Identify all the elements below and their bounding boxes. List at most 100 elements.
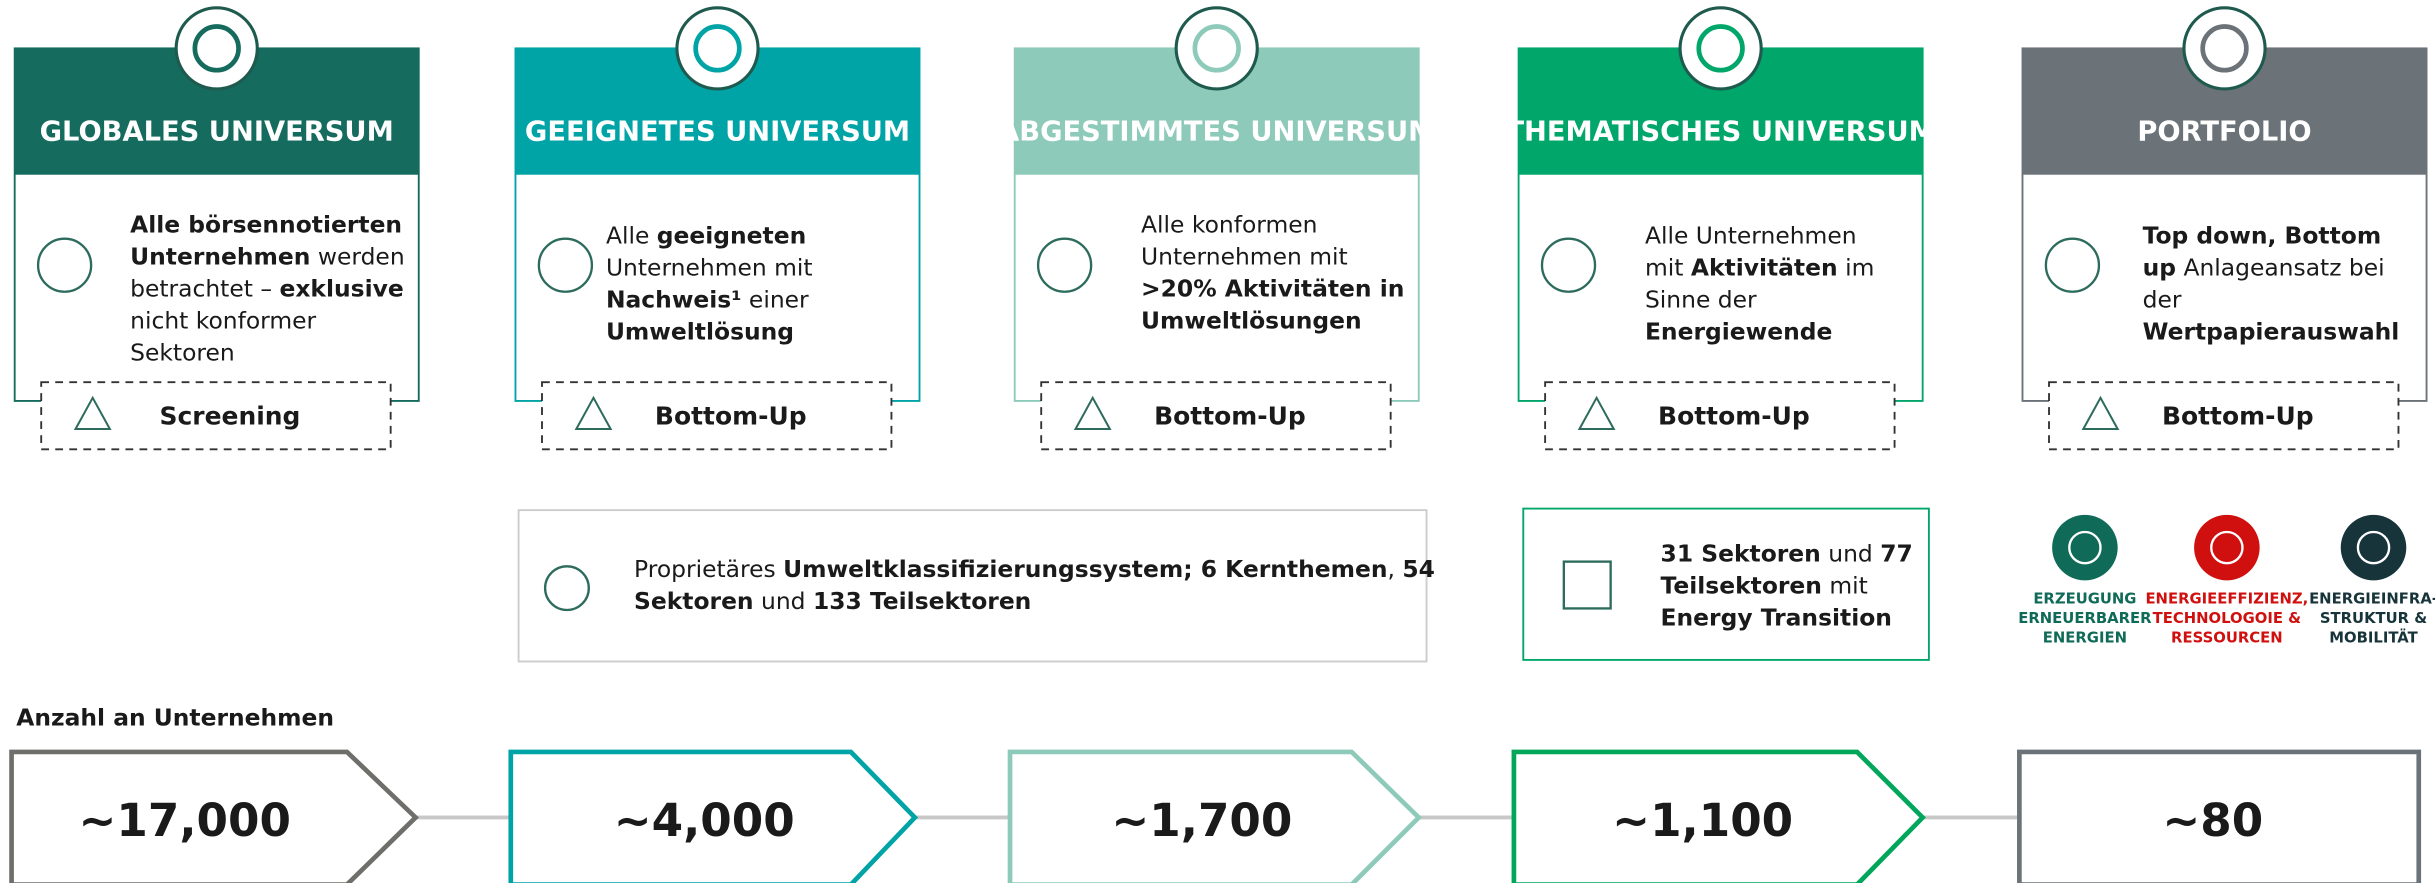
- count-value: ~4,000: [614, 794, 795, 847]
- text-line: Unternehmen werden: [130, 242, 405, 270]
- text-segment: mit: [1822, 572, 1868, 600]
- method-box: [1544, 381, 1896, 451]
- description-icon: [537, 237, 594, 293]
- card-title: ABGESTIMMTES UNIVERSUM: [998, 116, 1435, 147]
- count-shape: [2017, 749, 2422, 883]
- text-line: 31 Sektoren und 77: [1661, 540, 1913, 568]
- stage-icon-inner: [693, 24, 742, 73]
- text-segment: mit: [1645, 253, 1691, 281]
- energy-icon: [1562, 560, 1612, 610]
- theme-label: ENERGIEN: [2043, 630, 2127, 647]
- text-segment: Umweltlösungen: [1141, 306, 1362, 334]
- text-line: mit Aktivitäten im: [1645, 253, 1874, 281]
- count-value: ~1,100: [1612, 794, 1793, 847]
- description-icon: [2044, 237, 2101, 293]
- count-value: ~80: [2162, 794, 2263, 847]
- text-segment: Sektoren: [130, 338, 235, 366]
- text-line: >20% Aktivitäten in: [1141, 274, 1404, 302]
- text-segment: ,: [1388, 555, 1403, 583]
- text-segment: Wertpapierauswahl: [2143, 317, 2400, 345]
- method-label: Screening: [160, 401, 301, 430]
- stage-icon: [675, 6, 760, 91]
- text-segment: 133 Teilsektoren: [813, 587, 1031, 615]
- card-title: GEEIGNETES UNIVERSUM: [525, 116, 910, 147]
- text-segment: >20% Aktivitäten in: [1141, 274, 1404, 302]
- text-segment: Alle konformen: [1141, 210, 1317, 238]
- text-segment: Alle: [606, 221, 657, 249]
- theme-label: ENERGIEEFFIZIENZ,: [2145, 591, 2308, 608]
- energy-box: [1522, 507, 1930, 661]
- text-line: Sektoren: [130, 338, 235, 366]
- text-segment: und: [754, 587, 813, 615]
- text-segment: Alle börsennotierten: [130, 210, 402, 238]
- description-icon: [1540, 237, 1597, 293]
- text-segment: up: [2143, 253, 2176, 281]
- theme-label: MOBILITÄT: [2329, 630, 2418, 647]
- card-title: PORTFOLIO: [2137, 116, 2311, 147]
- theme-label: ERNEUERBARER: [2018, 610, 2152, 627]
- count-value: ~1,700: [1111, 794, 1292, 847]
- text-line: Alle konformen: [1141, 210, 1317, 238]
- theme-icon-inner: [2068, 530, 2102, 565]
- text-line: Umweltlösung: [606, 317, 794, 345]
- text-line: Sektoren und 133 Teilsektoren: [634, 587, 1031, 615]
- classification-icon: [543, 565, 590, 612]
- text-line: Proprietäres Umweltklassifizierungssyste…: [634, 555, 1435, 583]
- theme-icon: [2194, 514, 2260, 581]
- stage-icon: [174, 6, 259, 91]
- text-line: Nachweis¹ einer: [606, 285, 809, 313]
- method-icon: [1577, 395, 1616, 431]
- text-segment: nicht konformer: [130, 306, 316, 334]
- theme-icon: [2052, 514, 2118, 581]
- text-segment: Unternehmen: [130, 242, 310, 270]
- text-segment: Sektoren: [634, 587, 754, 615]
- theme-label: TECHNOLOGOIE &: [2153, 610, 2302, 627]
- text-segment: Umweltlösung: [606, 317, 794, 345]
- text-segment: exklusive: [279, 274, 403, 302]
- method-label: Bottom-Up: [1154, 401, 1306, 430]
- text-segment: im: [1838, 253, 1875, 281]
- text-line: Unternehmen mit: [1141, 242, 1348, 270]
- text-line: betrachtet – exklusive: [130, 274, 404, 302]
- text-segment: Sinne der: [1645, 285, 1757, 313]
- stage-icon: [1678, 6, 1763, 91]
- text-line: Wertpapierauswahl: [2143, 317, 2400, 345]
- text-segment: 31 Sektoren: [1661, 540, 1821, 568]
- method-box: [541, 381, 893, 451]
- text-line: der: [2143, 285, 2182, 313]
- theme-label: ERZEUGUNG: [2033, 591, 2136, 608]
- text-line: Alle börsennotierten: [130, 210, 402, 238]
- stage-icon-inner: [1192, 24, 1241, 73]
- count-shape: [508, 749, 919, 883]
- method-box: [1040, 381, 1392, 451]
- method-box: [40, 381, 392, 451]
- text-segment: Anlageansatz bei: [2176, 253, 2385, 281]
- text-line: Sinne der: [1645, 285, 1757, 313]
- count-label: Anzahl an Unternehmen: [16, 703, 334, 731]
- count-value: ~17,000: [78, 794, 290, 847]
- stage-icon-inner: [1696, 24, 1745, 73]
- classification-box: [517, 509, 1428, 663]
- method-icon: [73, 395, 112, 431]
- text-line: Energy Transition: [1661, 604, 1892, 632]
- text-line: Umweltlösungen: [1141, 306, 1362, 334]
- text-segment: Teilsektoren: [1661, 572, 1822, 600]
- description-icon: [1036, 237, 1093, 293]
- text-segment: 54: [1402, 555, 1435, 583]
- method-label: Bottom-Up: [1658, 401, 1810, 430]
- stage-icon-inner: [192, 24, 241, 73]
- method-icon: [574, 395, 613, 431]
- theme-icon-inner: [2210, 530, 2244, 565]
- count-shape: [1511, 749, 1926, 883]
- text-segment: einer: [741, 285, 809, 313]
- method-box: [2048, 381, 2400, 451]
- text-line: nicht konformer: [130, 306, 316, 334]
- text-line: Unternehmen mit: [606, 253, 813, 281]
- text-segment: Nachweis¹: [606, 285, 742, 313]
- text-segment: betrachtet –: [130, 274, 279, 302]
- text-segment: Unternehmen mit: [1141, 242, 1348, 270]
- text-segment: Energy Transition: [1661, 604, 1892, 632]
- theme-icon-inner: [2356, 530, 2391, 565]
- count-shape: [1007, 749, 1423, 883]
